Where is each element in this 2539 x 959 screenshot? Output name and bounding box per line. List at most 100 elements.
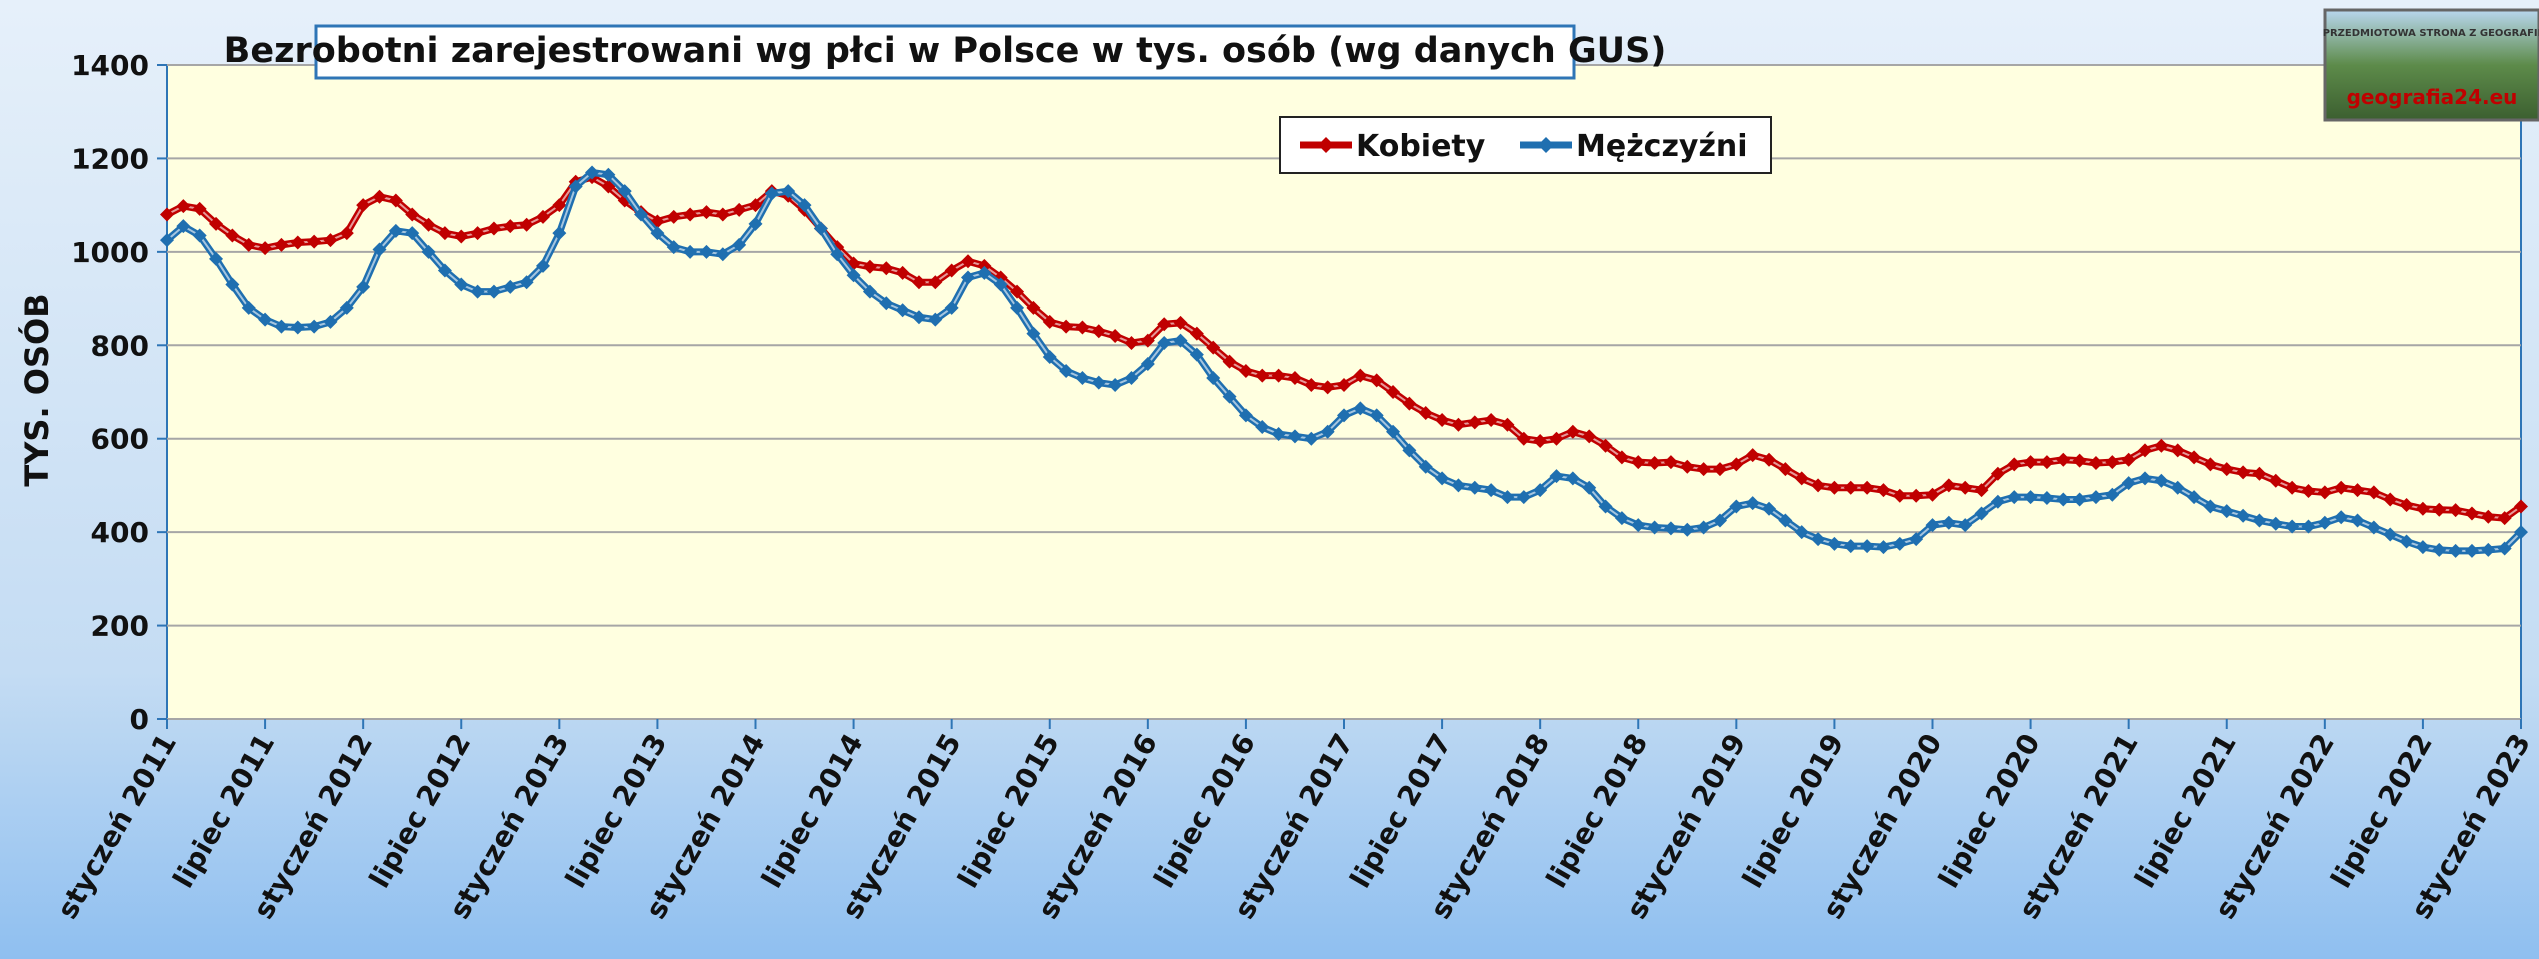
series-marker bbox=[2236, 508, 2251, 523]
series-marker bbox=[535, 258, 550, 273]
series-marker bbox=[1320, 380, 1335, 395]
series-marker bbox=[225, 277, 240, 292]
series-marker bbox=[160, 207, 174, 222]
logo-top-text: PRZEDMIOTOWA STRONA Z GEOGRAFII bbox=[2323, 28, 2539, 39]
series-marker bbox=[1435, 471, 1450, 486]
series-marker bbox=[2105, 455, 2120, 470]
series-marker bbox=[944, 263, 959, 278]
series-marker bbox=[683, 207, 698, 222]
series-marker bbox=[1533, 434, 1548, 449]
series-marker bbox=[535, 209, 550, 224]
series-marker bbox=[683, 244, 698, 259]
series-marker bbox=[323, 233, 338, 248]
series-marker bbox=[1075, 370, 1090, 385]
series-marker bbox=[1140, 333, 1155, 348]
series-marker bbox=[2383, 492, 2398, 507]
series-marker bbox=[1811, 532, 1826, 547]
series-marker bbox=[1124, 370, 1139, 385]
series-marker bbox=[503, 219, 518, 234]
y-tick-label: 800 bbox=[91, 329, 149, 362]
series-marker bbox=[748, 198, 763, 213]
series-marker bbox=[1827, 536, 1842, 551]
series-marker bbox=[2088, 490, 2103, 505]
series-marker bbox=[2219, 462, 2234, 477]
series-marker bbox=[258, 312, 273, 327]
series-marker bbox=[2187, 490, 2202, 505]
series-marker bbox=[1124, 335, 1139, 350]
series-marker bbox=[274, 319, 289, 334]
series-marker bbox=[1026, 300, 1041, 315]
series-marker bbox=[192, 228, 207, 243]
series-marker bbox=[405, 226, 420, 241]
series-marker bbox=[290, 235, 305, 250]
series-marker bbox=[977, 265, 992, 280]
series-marker bbox=[1206, 370, 1221, 385]
series-marker bbox=[1680, 522, 1695, 537]
series-marker bbox=[585, 165, 600, 180]
series-marker bbox=[1647, 456, 1662, 471]
series-marker bbox=[2056, 492, 2071, 507]
series-marker bbox=[552, 198, 567, 213]
series-marker bbox=[1876, 483, 1891, 498]
series-marker bbox=[1059, 319, 1074, 334]
series-marker bbox=[1598, 499, 1613, 514]
series-marker bbox=[1549, 469, 1564, 484]
series-marker bbox=[1108, 328, 1123, 343]
series-marker bbox=[339, 300, 354, 315]
y-tick-label: 0 bbox=[130, 703, 149, 736]
series-marker bbox=[307, 319, 322, 334]
series-marker bbox=[209, 216, 224, 231]
series-marker bbox=[2350, 483, 2365, 498]
series-marker bbox=[1909, 488, 1924, 503]
series-marker bbox=[1255, 368, 1270, 383]
series-marker bbox=[895, 303, 910, 318]
series-marker bbox=[2154, 438, 2169, 453]
series-marker bbox=[2432, 542, 2447, 557]
series-marker bbox=[2105, 487, 2120, 502]
series-marker bbox=[454, 229, 469, 244]
series-marker bbox=[1484, 413, 1499, 428]
series-marker bbox=[1369, 373, 1384, 388]
series-marker bbox=[519, 217, 534, 232]
series-marker bbox=[1582, 429, 1597, 444]
series-marker bbox=[2350, 513, 2365, 528]
series-marker bbox=[225, 228, 240, 243]
series-marker bbox=[1598, 438, 1613, 453]
series-marker bbox=[1042, 314, 1057, 329]
series-marker bbox=[1958, 480, 1973, 495]
series-marker bbox=[1860, 539, 1875, 554]
series-marker bbox=[2464, 506, 2479, 521]
series-marker bbox=[2464, 543, 2479, 558]
series-marker bbox=[1337, 377, 1351, 392]
series-marker bbox=[356, 279, 371, 294]
series-marker bbox=[258, 241, 273, 256]
series-marker bbox=[372, 189, 387, 204]
series-marker bbox=[2203, 457, 2218, 472]
series-marker bbox=[1990, 466, 2005, 481]
series-marker bbox=[2366, 520, 2381, 535]
series-marker bbox=[1516, 431, 1531, 446]
series-marker bbox=[1500, 417, 1515, 432]
series-marker bbox=[2285, 480, 2300, 495]
series-marker bbox=[437, 263, 452, 278]
series-marker bbox=[2317, 515, 2332, 530]
logo-text: geografia24.eu bbox=[2347, 85, 2518, 109]
series-marker bbox=[1304, 377, 1319, 392]
series-marker bbox=[2072, 492, 2087, 507]
series-marker bbox=[2514, 499, 2528, 514]
series-marker bbox=[1287, 370, 1302, 385]
series-marker bbox=[1418, 459, 1433, 474]
series-marker bbox=[2252, 513, 2267, 528]
series-marker bbox=[1631, 518, 1646, 533]
series-marker bbox=[2268, 516, 2283, 531]
series-marker bbox=[1811, 478, 1826, 493]
series-marker bbox=[356, 198, 371, 213]
series-marker bbox=[2432, 502, 2447, 517]
series-marker bbox=[470, 284, 485, 299]
legend-marker bbox=[1318, 137, 1334, 153]
series-marker bbox=[1173, 333, 1188, 348]
series-marker bbox=[1386, 424, 1401, 439]
series-marker bbox=[2497, 541, 2512, 556]
series-marker bbox=[192, 201, 207, 216]
